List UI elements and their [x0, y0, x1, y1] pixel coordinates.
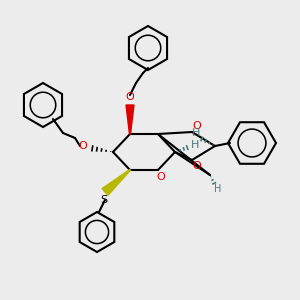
Text: S: S: [100, 195, 108, 205]
Text: O: O: [79, 141, 87, 151]
Text: H: H: [192, 128, 200, 138]
Text: O: O: [193, 121, 201, 131]
Text: O: O: [126, 92, 134, 102]
Text: O: O: [157, 172, 165, 182]
Text: H: H: [191, 140, 199, 150]
Polygon shape: [126, 105, 134, 134]
Text: H: H: [214, 184, 222, 194]
Text: O: O: [193, 161, 201, 171]
Polygon shape: [102, 169, 130, 195]
